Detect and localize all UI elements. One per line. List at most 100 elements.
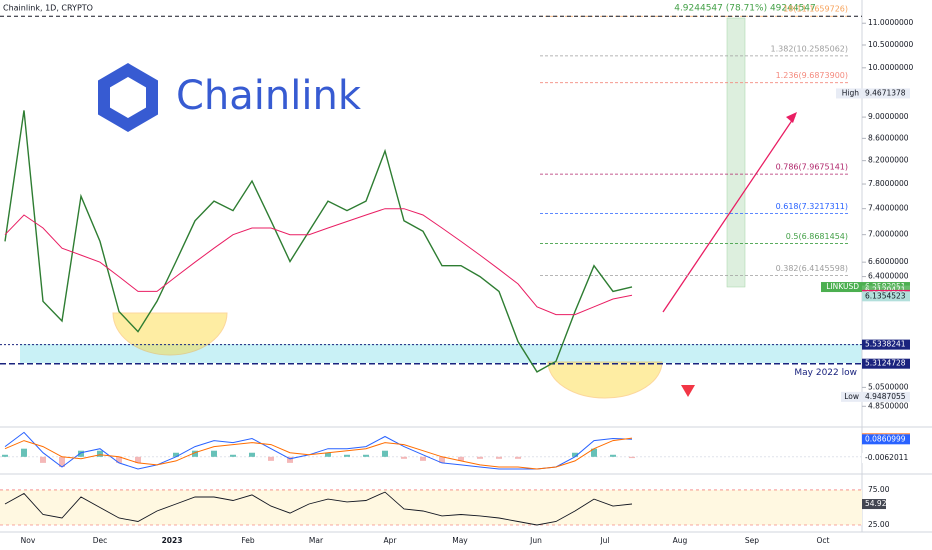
macd-bar — [401, 456, 407, 459]
y-tick-label: 9.0000000 — [868, 112, 909, 121]
price-tag-text: LINKUSD — [826, 282, 859, 291]
price-tag — [862, 291, 910, 302]
level-label: 5.3124728 — [865, 359, 906, 368]
macd-bar — [230, 454, 236, 457]
y-tick-label: 8.2000000 — [868, 156, 909, 165]
macd-tag — [862, 453, 910, 464]
macd-bar — [458, 456, 464, 461]
y-tick-label: 4.8500000 — [868, 401, 909, 410]
level-tag — [862, 339, 910, 350]
price-tag — [862, 88, 910, 99]
rsi-tick-label: 75.00 — [868, 485, 890, 494]
price-line — [4, 110, 633, 373]
y-tick-label: 7.0000000 — [868, 230, 909, 239]
y-tick-label: 7.4000000 — [868, 204, 909, 213]
macd-bar — [173, 452, 179, 457]
down-marker — [681, 385, 695, 397]
price-tag-name — [836, 88, 862, 99]
rsi-line — [4, 491, 633, 526]
macd-bar — [496, 456, 502, 459]
x-tick-label: Feb — [241, 536, 255, 545]
fib-label: 18(11.1659726) — [783, 5, 848, 14]
fib-label: 1.236(9.6873900) — [776, 71, 848, 80]
macd-bar — [97, 450, 103, 457]
y-tick-label: 8.6000000 — [868, 133, 909, 142]
y-tick-label: 11.0000000 — [868, 18, 914, 27]
measure-box — [726, 17, 746, 288]
x-tick-label: Aug — [673, 536, 688, 545]
y-tick-label: 7.8000000 — [868, 179, 909, 188]
measure-label: 4.9244547 (78.71%) 49244547 — [674, 4, 816, 14]
macd-bar — [382, 450, 388, 457]
support-zone — [20, 344, 862, 363]
macd-bar — [363, 454, 369, 457]
macd-bar — [325, 452, 331, 457]
macd-bar — [477, 456, 483, 459]
y-tick-label: 6.6000000 — [868, 257, 909, 266]
macd-bar — [287, 456, 293, 463]
level-annotation: May 2022 low — [794, 368, 857, 378]
rsi-tick-label: 25.00 — [868, 520, 890, 529]
y-tick-label: 10.5000000 — [868, 40, 914, 49]
arrow — [662, 115, 796, 313]
macd-bar — [21, 448, 27, 457]
macd-label: 0.0860999 — [865, 434, 906, 443]
macd-bar — [78, 450, 84, 457]
price-label: 6.1354523 — [865, 291, 906, 300]
rsi-tag — [862, 499, 886, 510]
macd-bar — [249, 452, 255, 457]
macd-bar — [591, 448, 597, 457]
x-tick-label: Dec — [93, 536, 108, 545]
macd-bar — [572, 452, 578, 457]
x-tick-label: 2023 — [162, 536, 183, 545]
arrow-head — [786, 112, 797, 123]
macd-bar — [59, 456, 65, 467]
fib-label: 1.382(10.2585062) — [771, 44, 849, 53]
x-tick-label: Mar — [309, 536, 324, 545]
price-tag — [862, 391, 910, 402]
macd-bar — [629, 456, 635, 459]
x-tick-label: Apr — [384, 536, 398, 545]
moving-average — [4, 208, 633, 316]
macd-bar — [420, 456, 426, 461]
macd-label: -0.0062011 — [865, 453, 908, 462]
macd-tag — [862, 434, 910, 445]
cup-right — [547, 361, 663, 399]
logo-hexagon — [98, 63, 158, 132]
y-tick-label: 10.0000000 — [868, 63, 914, 72]
macd-bar — [40, 456, 46, 463]
x-tick-label: Oct — [817, 536, 830, 545]
logo-text: Chainlink — [176, 73, 362, 119]
macd-bar — [211, 450, 217, 457]
macd-bar — [2, 454, 8, 457]
macd-bar — [135, 456, 141, 463]
x-tick-label: Sep — [745, 536, 759, 545]
fib-label: 0.5(6.8681454) — [786, 232, 848, 241]
price-label: 4.9487055 — [865, 392, 906, 401]
chart-title: Chainlink, 1D, CRYPTO — [3, 4, 93, 13]
x-tick-label: Jul — [599, 536, 609, 545]
macd-bar — [344, 454, 350, 457]
price-tag-text: High — [842, 88, 859, 97]
rsi-band — [0, 489, 862, 525]
level-tag — [862, 358, 910, 369]
fib-label: 0.618(7.3217311) — [776, 202, 848, 211]
price-tag-text: Low — [844, 392, 859, 401]
fib-label: 0.786(7.9675141) — [776, 163, 848, 172]
level-label: 5.5338241 — [865, 340, 906, 349]
price-tag-name — [821, 282, 862, 293]
price-tag-name — [841, 391, 862, 402]
macd-bar — [192, 450, 198, 457]
macd-bar — [439, 456, 445, 463]
x-tick-label: Nov — [21, 536, 36, 545]
x-tick-label: Jun — [529, 536, 542, 545]
y-tick-label: 5.0500000 — [868, 382, 909, 391]
rsi-current: 54.92 — [865, 499, 887, 508]
price-label: 9.4671378 — [865, 88, 906, 97]
fib-label: 0.382(6.4145598) — [776, 264, 848, 273]
macd-bar — [268, 456, 274, 461]
signal-line — [4, 437, 633, 470]
macd-bar — [116, 456, 122, 463]
macd-bar — [610, 454, 616, 457]
